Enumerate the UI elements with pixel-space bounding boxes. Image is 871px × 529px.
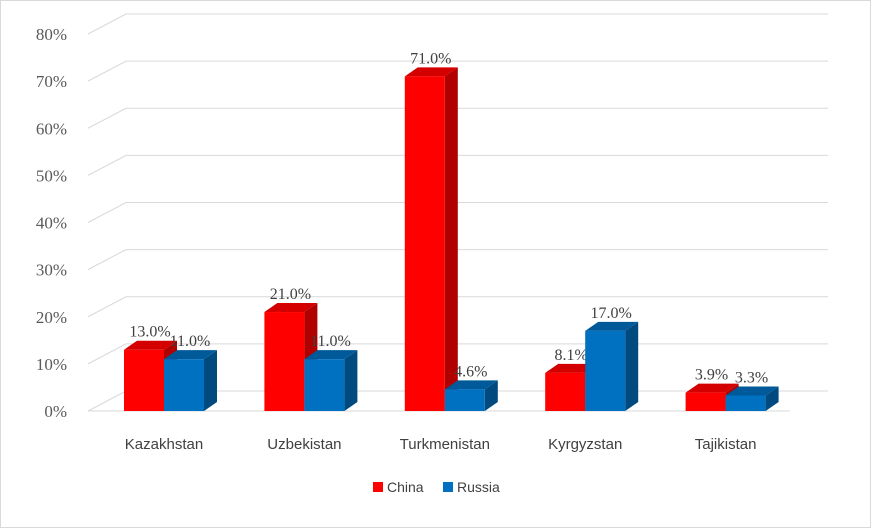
bar-side: [484, 380, 498, 411]
data-label: 4.6%: [454, 363, 487, 380]
y-tick-label: 0%: [44, 402, 67, 421]
data-label: 13.0%: [129, 324, 170, 341]
bar-top: [264, 303, 318, 313]
bar-side: [625, 321, 639, 411]
bar-china: [685, 392, 726, 411]
gridline: [87, 202, 828, 223]
bar-top: [164, 350, 217, 360]
x-tick-label: Kazakhstan: [125, 436, 203, 453]
bar-side: [204, 350, 217, 411]
x-tick-label: Turkmenistan: [400, 436, 490, 453]
bar-russia: [304, 359, 345, 411]
y-tick-label: 70%: [36, 72, 67, 91]
bar-top: [124, 340, 177, 350]
bar-russia: [585, 330, 626, 411]
x-tick-label: Kyrgyzstan: [548, 436, 622, 453]
x-tick-label: Uzbekistan: [267, 436, 341, 453]
bar-russia: [725, 395, 766, 411]
gridline: [87, 60, 828, 82]
bar-china: [404, 76, 445, 411]
legend-label: China: [387, 479, 424, 495]
data-label: 8.1%: [555, 347, 588, 364]
bar-russia: [444, 389, 485, 411]
data-label: 3.9%: [695, 367, 728, 384]
data-label: 21.0%: [270, 286, 311, 303]
bar-russia: [164, 359, 204, 411]
data-label: 11.0%: [310, 333, 351, 350]
y-tick-label: 10%: [36, 355, 67, 374]
legend-swatch: [443, 482, 453, 492]
bar-top: [404, 67, 458, 77]
data-label: 11.0%: [170, 333, 211, 350]
y-tick-label: 80%: [36, 25, 67, 44]
bar-top: [725, 386, 779, 396]
legend-swatch: [373, 482, 383, 492]
bar-top: [685, 383, 739, 393]
y-tick-label: 30%: [36, 261, 67, 280]
gridline: [87, 249, 828, 271]
bar-side: [344, 350, 358, 411]
gridline: [87, 107, 828, 129]
bar-top: [304, 350, 358, 360]
y-tick-label: 50%: [36, 166, 67, 185]
bar-china: [264, 312, 305, 411]
bar-top: [585, 321, 639, 331]
data-label: 17.0%: [591, 305, 632, 322]
bar-top: [545, 363, 599, 373]
bar-china: [124, 349, 164, 411]
bar-side: [765, 386, 779, 411]
x-tick-label: Tajikistan: [695, 436, 757, 453]
legend-label: Russia: [457, 479, 500, 495]
gridline: [87, 154, 828, 176]
bar-china: [545, 372, 586, 411]
y-tick-label: 40%: [36, 214, 67, 233]
y-tick-label: 20%: [36, 308, 67, 327]
data-label: 3.3%: [735, 369, 768, 386]
bar-top: [444, 380, 498, 390]
gridline: [87, 296, 828, 318]
y-tick-label: 60%: [36, 119, 67, 138]
bar-side: [444, 67, 458, 411]
gridline: [87, 13, 828, 35]
data-label: 71.0%: [410, 50, 451, 67]
